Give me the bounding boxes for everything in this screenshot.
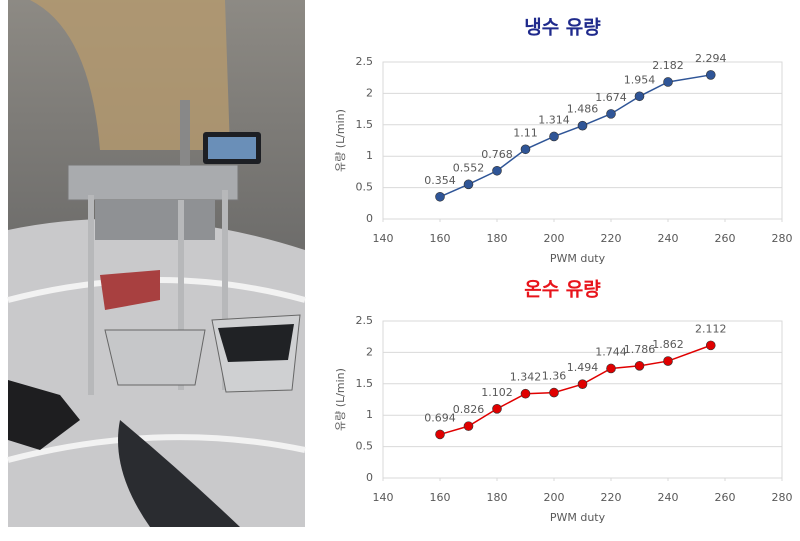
x-axis-label: PWM duty xyxy=(550,252,606,265)
data-point xyxy=(705,70,716,80)
x-tick-label: 260 xyxy=(715,232,736,245)
y-tick-label: 2 xyxy=(366,86,373,99)
x-tick-label: 240 xyxy=(658,232,679,245)
x-tick-label: 220 xyxy=(601,491,622,504)
data-point xyxy=(520,144,531,155)
y-tick-label: 0 xyxy=(366,471,373,484)
y-axis-label: 유량 (L/min) xyxy=(334,368,347,431)
data-point xyxy=(435,429,445,440)
data-line xyxy=(439,344,712,436)
y-tick-label: 2.5 xyxy=(356,55,374,68)
data-label: 1.314 xyxy=(538,113,570,126)
data-label: 1.494 xyxy=(567,361,599,374)
plot-frame xyxy=(382,320,783,479)
data-label: 1.11 xyxy=(513,126,538,139)
y-tick-label: 1.5 xyxy=(356,377,374,390)
x-tick-label: 160 xyxy=(430,491,451,504)
y-tick-label: 1 xyxy=(366,149,373,162)
data-point xyxy=(492,403,502,414)
y-tick-label: 0 xyxy=(366,212,373,225)
data-label: 0.826 xyxy=(453,403,485,416)
data-label: 0.694 xyxy=(424,411,456,424)
chart-title: 냉수 유량 xyxy=(524,17,601,39)
data-label: 1.102 xyxy=(481,386,513,399)
x-tick-label: 180 xyxy=(487,232,508,245)
x-tick-label: 140 xyxy=(373,232,394,245)
data-point xyxy=(463,421,474,431)
y-tick-label: 1 xyxy=(366,408,373,421)
data-label: 2.294 xyxy=(695,52,727,65)
data-point xyxy=(606,109,616,119)
data-label: 0.552 xyxy=(453,161,485,174)
x-tick-label: 260 xyxy=(715,491,736,504)
data-label: 1.36 xyxy=(542,370,567,383)
x-tick-label: 160 xyxy=(430,232,451,245)
x-tick-label: 180 xyxy=(487,491,508,504)
y-axis-label: 유량 (L/min) xyxy=(334,109,347,172)
data-label: 1.486 xyxy=(567,103,599,116)
x-tick-label: 220 xyxy=(601,232,622,245)
x-tick-label: 200 xyxy=(544,232,565,245)
data-point xyxy=(492,165,502,176)
x-tick-label: 280 xyxy=(772,491,793,504)
data-point xyxy=(463,179,474,190)
x-axis-label: PWM duty xyxy=(550,511,606,524)
y-tick-label: 2 xyxy=(366,345,373,358)
data-point xyxy=(705,340,716,351)
data-point xyxy=(520,388,531,399)
data-label: 1.674 xyxy=(595,91,627,104)
data-point xyxy=(606,363,616,374)
data-point xyxy=(549,387,559,398)
chart-title: 온수 유량 xyxy=(524,279,601,301)
data-label: 0.354 xyxy=(424,174,456,187)
data-point xyxy=(549,131,559,142)
photo xyxy=(7,0,306,527)
x-tick-label: 200 xyxy=(544,491,565,504)
data-point xyxy=(634,91,645,102)
y-tick-label: 2.5 xyxy=(356,314,374,327)
data-point xyxy=(435,191,445,202)
x-tick-label: 240 xyxy=(658,491,679,504)
y-tick-label: 1.5 xyxy=(356,118,374,131)
data-label: 1.862 xyxy=(652,338,684,351)
data-point xyxy=(663,356,673,366)
data-label: 2.182 xyxy=(652,59,684,72)
data-label: 0.768 xyxy=(481,148,513,161)
data-point xyxy=(634,361,645,371)
data-line xyxy=(439,74,711,198)
data-label: 2.112 xyxy=(695,322,727,335)
data-point xyxy=(663,77,673,87)
data-label: 1.786 xyxy=(624,343,656,356)
data-label: 1.954 xyxy=(624,73,656,86)
x-tick-label: 140 xyxy=(373,491,394,504)
y-tick-label: 0.5 xyxy=(356,440,374,453)
data-label: 1.744 xyxy=(595,345,627,358)
data-label: 1.342 xyxy=(510,371,542,384)
data-point xyxy=(577,379,588,389)
y-tick-label: 0.5 xyxy=(356,181,374,194)
data-point xyxy=(577,120,588,131)
x-tick-label: 280 xyxy=(772,232,793,245)
